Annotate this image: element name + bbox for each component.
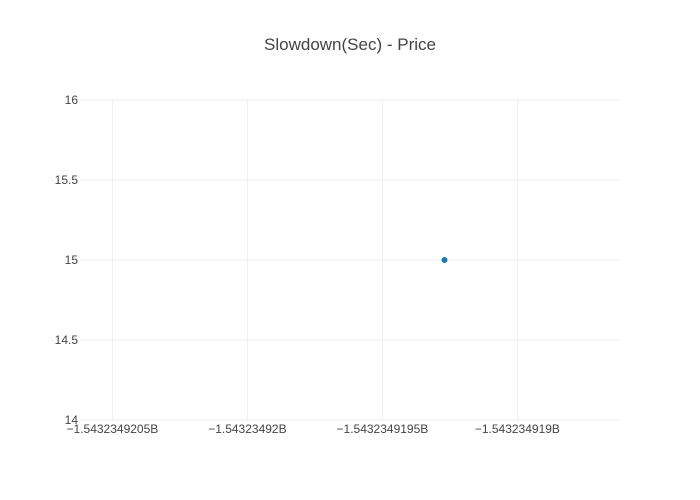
y-tick-label: 16 bbox=[65, 93, 79, 107]
y-tick-label: 15 bbox=[65, 253, 79, 267]
data-point[interactable] bbox=[441, 257, 448, 263]
y-tick-label: 15.5 bbox=[55, 173, 79, 187]
x-axis-ticks: −1.5432349205B −1.54323492B −1.5432349195B… bbox=[67, 422, 560, 436]
plot-area bbox=[441, 257, 448, 263]
chart-title: Slowdown(Sec) - Price bbox=[264, 35, 436, 54]
y-tick-label: 14 bbox=[65, 413, 79, 427]
x-tick-label: −1.543234919B bbox=[475, 422, 560, 436]
x-tick-label: −1.5432349205B bbox=[67, 422, 159, 436]
grid bbox=[80, 99, 620, 421]
y-tick-label: 14.5 bbox=[55, 333, 79, 347]
x-tick-label: −1.54323492B bbox=[208, 422, 286, 436]
x-tick-label: −1.5432349195B bbox=[337, 422, 429, 436]
y-axis-ticks: 14 14.5 15 15.5 16 bbox=[55, 93, 79, 427]
